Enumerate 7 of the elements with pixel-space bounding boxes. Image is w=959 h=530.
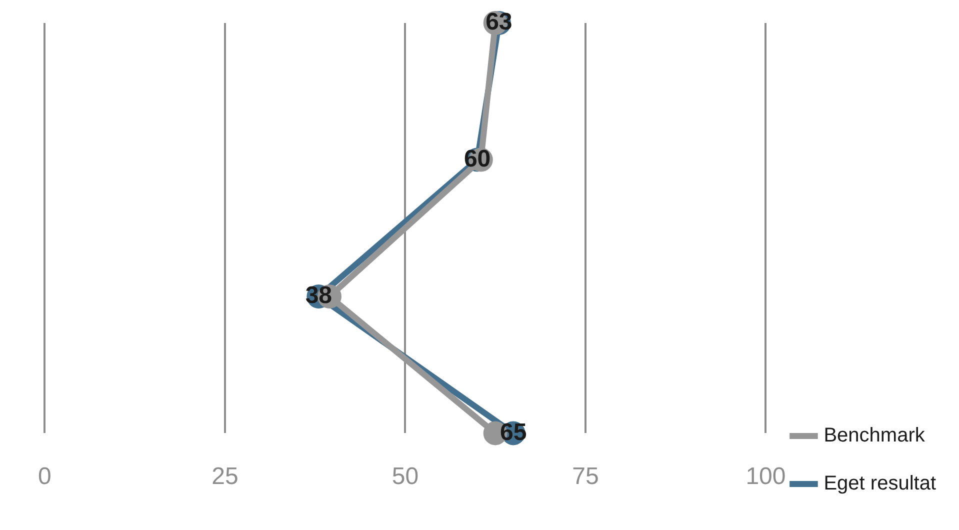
legend-label: Benchmark [824,424,926,447]
legend-label: Eget resultat [824,472,936,495]
x-tick-label: 25 [212,463,238,490]
x-tick-label: 100 [746,463,786,490]
x-tick-label: 75 [572,463,599,490]
x-tick-label: 0 [38,463,52,490]
x-tick-label: 50 [392,463,419,490]
